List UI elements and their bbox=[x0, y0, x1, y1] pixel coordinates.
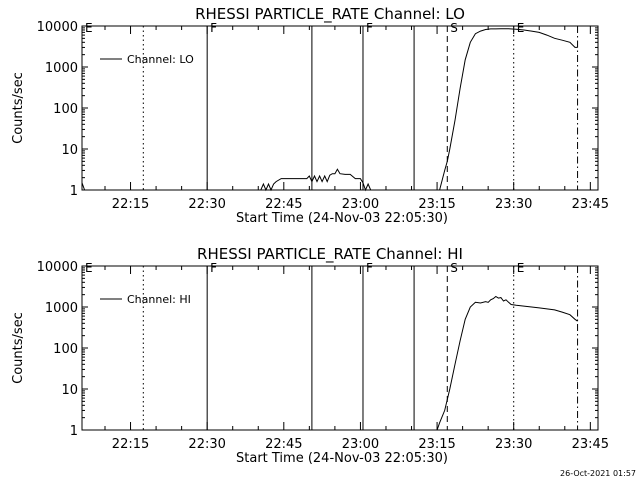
x-tick-label: 23:45 bbox=[572, 437, 609, 452]
y-tick-label: 100 bbox=[53, 102, 78, 117]
y-tick-label: 1000 bbox=[45, 301, 78, 316]
y-tick-label: 10000 bbox=[37, 260, 78, 275]
x-tick-label: 22:30 bbox=[188, 437, 225, 452]
y-tick-label: 100 bbox=[53, 342, 78, 357]
y-tick-label: 1000 bbox=[45, 61, 78, 76]
x-tick-label: 22:45 bbox=[265, 197, 302, 212]
event-marker-label: E bbox=[85, 261, 93, 275]
x-tick-label: 23:00 bbox=[342, 437, 379, 452]
event-marker-label: F bbox=[210, 21, 217, 35]
event-marker-label: S bbox=[450, 261, 458, 275]
x-tick-label: 22:45 bbox=[265, 437, 302, 452]
event-marker-label: F bbox=[210, 261, 217, 275]
event-marker-label: E bbox=[517, 261, 525, 275]
y-axis-label: Counts/sec bbox=[11, 312, 26, 384]
event-marker-label: F bbox=[366, 261, 373, 275]
event-marker-label: S bbox=[450, 21, 458, 35]
x-tick-label: 22:30 bbox=[188, 197, 225, 212]
x-tick-label: 23:15 bbox=[418, 437, 455, 452]
x-tick-label: 23:30 bbox=[495, 437, 532, 452]
chart-title: RHESSI PARTICLE_RATE Channel: LO bbox=[195, 5, 465, 24]
legend-label: Channel: LO bbox=[127, 53, 194, 66]
x-axis-label: Start Time (24-Nov-03 22:05:30) bbox=[236, 211, 448, 226]
chart-title: RHESSI PARTICLE_RATE Channel: HI bbox=[197, 245, 463, 264]
x-tick-label: 23:00 bbox=[342, 197, 379, 212]
legend-label: Channel: HI bbox=[127, 293, 191, 306]
x-tick-label: 23:45 bbox=[572, 197, 609, 212]
y-tick-label: 1 bbox=[70, 184, 78, 199]
plot-frame bbox=[81, 25, 599, 191]
y-tick-label: 10 bbox=[61, 143, 78, 158]
footer-timestamp: 26-Oct-2021 01:57 bbox=[560, 469, 636, 478]
x-tick-label: 23:30 bbox=[495, 197, 532, 212]
plot-frame bbox=[81, 265, 599, 431]
y-tick-label: 1 bbox=[70, 424, 78, 439]
x-tick-label: 23:15 bbox=[418, 197, 455, 212]
x-axis-label: Start Time (24-Nov-03 22:05:30) bbox=[236, 451, 448, 466]
event-marker-label: E bbox=[85, 21, 93, 35]
data-series-line bbox=[81, 28, 578, 192]
x-tick-label: 22:15 bbox=[112, 437, 149, 452]
event-marker-label: F bbox=[366, 21, 373, 35]
y-tick-label: 10 bbox=[61, 383, 78, 398]
x-tick-label: 22:15 bbox=[112, 197, 149, 212]
y-tick-label: 10000 bbox=[37, 20, 78, 35]
data-series-line bbox=[436, 295, 578, 431]
event-marker-label: E bbox=[517, 21, 525, 35]
y-axis-label: Counts/sec bbox=[11, 72, 26, 144]
